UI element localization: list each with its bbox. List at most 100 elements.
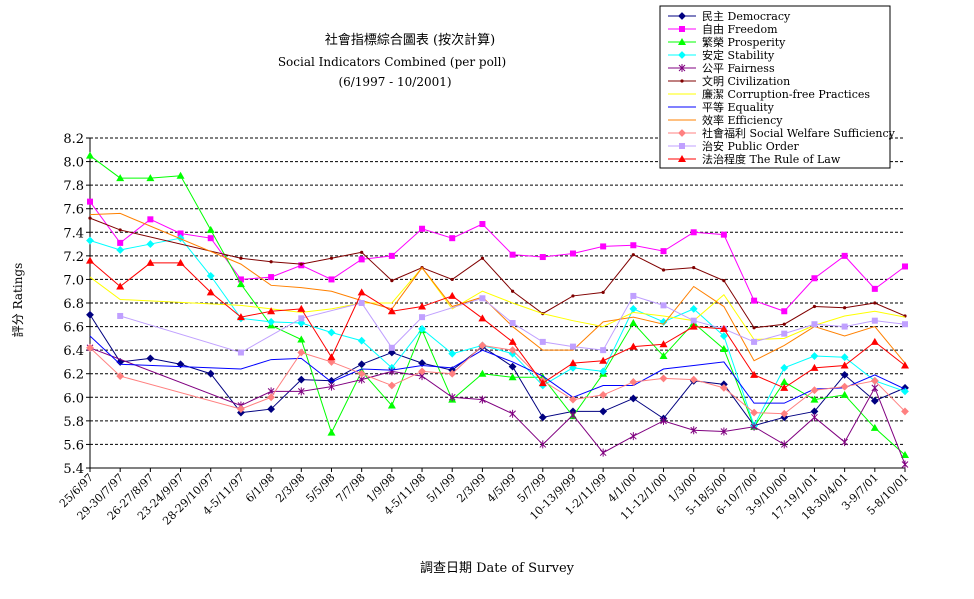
- legend-item: 繁榮 Prosperity: [668, 35, 786, 49]
- legend-label: 社會福利 Social Welfare Sufficiency: [702, 126, 896, 140]
- data-point: [569, 343, 576, 350]
- data-point: [571, 294, 575, 298]
- legend-item: 文明 Civilization: [668, 74, 790, 88]
- data-point: [116, 246, 125, 254]
- data-point: [719, 344, 728, 352]
- legend-label: 法治程度 The Rule of Law: [702, 152, 841, 166]
- data-point: [569, 250, 576, 257]
- data-point: [236, 313, 245, 321]
- data-point: [599, 367, 608, 376]
- data-point: [841, 323, 848, 330]
- data-point: [679, 143, 685, 149]
- y-tick-label: 7.6: [63, 203, 84, 218]
- data-point: [449, 235, 456, 242]
- data-point: [840, 382, 849, 391]
- data-point: [236, 280, 245, 288]
- data-point: [387, 307, 396, 315]
- data-point: [629, 394, 638, 403]
- data-point: [87, 198, 93, 205]
- data-point: [660, 302, 667, 309]
- data-point: [841, 252, 848, 259]
- data-point: [780, 377, 789, 385]
- series-1: [87, 198, 908, 315]
- series-10: [117, 292, 908, 356]
- series-line: [89, 260, 906, 389]
- x-tick-label: 6/1/98: [243, 471, 277, 505]
- data-point: [751, 338, 758, 345]
- data-point: [630, 242, 637, 249]
- legend-item: 治安 Public Order: [668, 139, 800, 153]
- data-point: [86, 151, 94, 159]
- data-point: [418, 359, 426, 368]
- data-point: [357, 336, 366, 345]
- y-tick-labels: 8.2 8.0 7.8 7.6 7.4 7.2 7.0 6.8 6.6 6.4 6.2 6.0 5.8 5…: [63, 132, 84, 477]
- data-point: [678, 51, 686, 59]
- data-point: [720, 231, 727, 238]
- data-point: [689, 322, 698, 330]
- series-line: [89, 155, 906, 456]
- data-point: [508, 337, 517, 345]
- legend-item: 民主 Democracy: [668, 10, 791, 23]
- data-point: [689, 375, 698, 384]
- x-tick-label: 2/3/98: [273, 471, 307, 505]
- data-point: [630, 292, 637, 299]
- legend-label: 治安 Public Order: [702, 139, 800, 153]
- data-point: [86, 236, 94, 245]
- data-point: [207, 235, 214, 242]
- data-point: [176, 258, 185, 266]
- data-point: [870, 396, 879, 405]
- data-point: [870, 337, 879, 345]
- data-point: [206, 369, 215, 378]
- data-point: [843, 306, 847, 310]
- data-point: [297, 319, 306, 327]
- y-tick-label: 7.8: [63, 179, 84, 194]
- data-point: [508, 373, 517, 381]
- data-point: [297, 387, 305, 396]
- data-point: [479, 295, 486, 302]
- data-point: [116, 174, 125, 182]
- data-point: [508, 346, 517, 355]
- data-point: [689, 304, 698, 313]
- data-point: [569, 410, 577, 419]
- data-point: [901, 460, 909, 469]
- data-point: [599, 391, 608, 399]
- data-point: [387, 381, 396, 390]
- data-point: [267, 317, 276, 326]
- data-point: [146, 174, 155, 182]
- data-point: [811, 413, 818, 422]
- data-point: [599, 407, 608, 416]
- data-point: [267, 307, 276, 315]
- data-point: [478, 341, 487, 350]
- data-point: [357, 288, 366, 296]
- data-point: [780, 363, 789, 372]
- y-tick-label: 6.8: [63, 297, 84, 312]
- data-point: [599, 356, 608, 364]
- x-tick-labels: 25/6/9729-30/7/9726-27/8/9723-24/9/9728-…: [57, 471, 911, 528]
- data-point: [358, 256, 365, 263]
- data-point: [146, 354, 155, 363]
- data-point: [690, 426, 698, 435]
- legend-label: 公平 Fairness: [702, 62, 775, 75]
- series-7: [89, 335, 906, 404]
- data-point: [678, 155, 686, 162]
- y-tick-label: 8.0: [63, 156, 84, 171]
- data-point: [659, 340, 668, 348]
- y-tick-label: 6.0: [63, 391, 84, 406]
- data-point: [719, 332, 728, 340]
- data-point: [841, 438, 848, 447]
- x-tick-label: 7/7/98: [334, 471, 368, 505]
- legend-item: 效率 Efficiency: [668, 113, 783, 127]
- data-point: [661, 268, 666, 272]
- data-point: [86, 310, 94, 319]
- data-point: [357, 369, 366, 378]
- legend-item: 自由 Freedom: [668, 22, 778, 36]
- data-point: [631, 253, 635, 257]
- data-point: [267, 405, 276, 413]
- data-point: [116, 372, 125, 380]
- chart-subtitle: Social Indicators Combined (per poll): [278, 55, 506, 69]
- x-tick-label: 2/3/99: [454, 471, 488, 505]
- data-point: [810, 352, 819, 360]
- data-point: [600, 347, 607, 354]
- data-point: [360, 250, 364, 254]
- data-point: [569, 363, 577, 372]
